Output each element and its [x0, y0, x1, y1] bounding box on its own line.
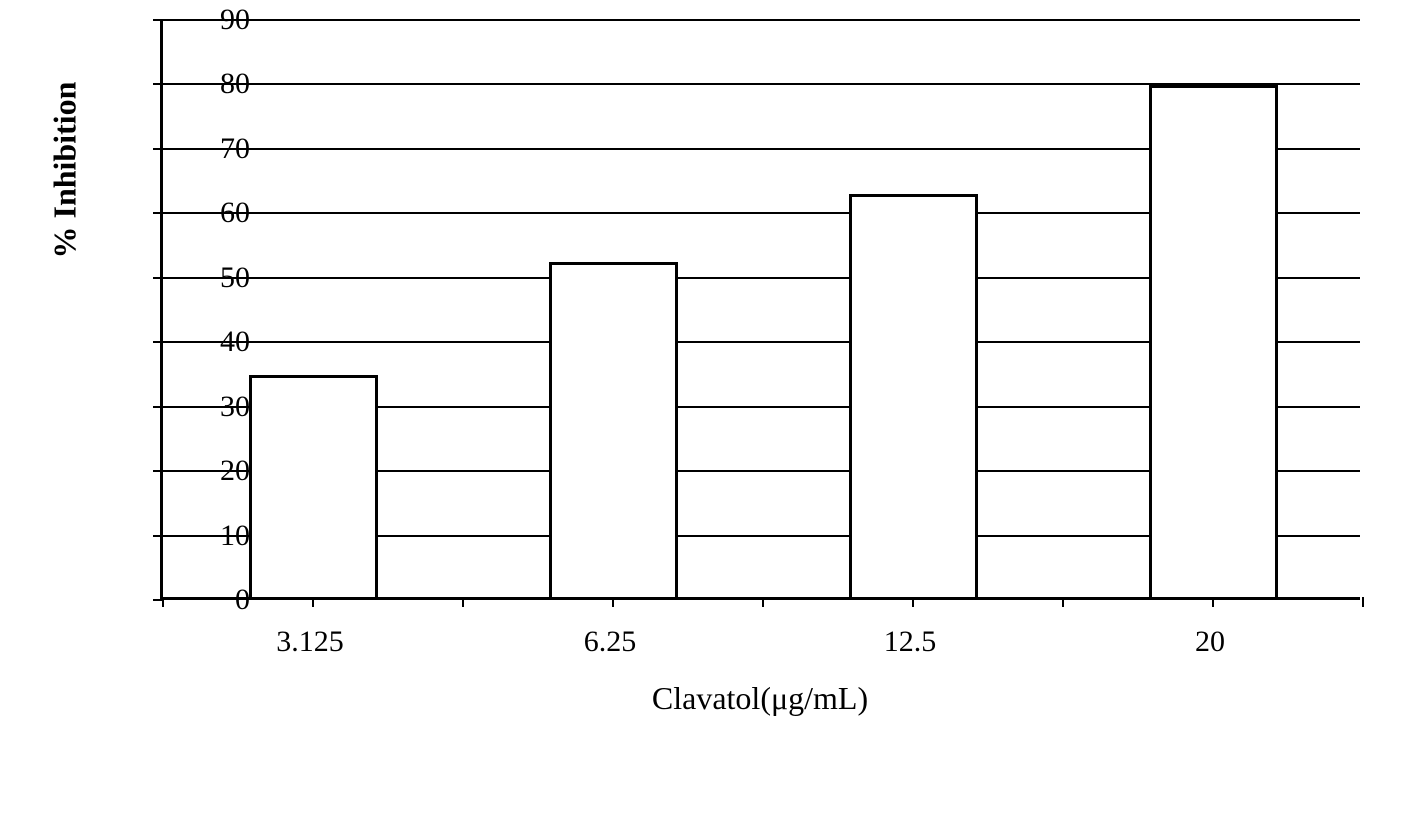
y-tick-mark	[153, 83, 163, 85]
y-tick-mark	[153, 212, 163, 214]
x-tick-label: 20	[1195, 625, 1225, 659]
x-tick-mark	[162, 597, 164, 607]
y-tick-label: 80	[190, 69, 250, 99]
gridline	[163, 19, 1360, 21]
y-tick-mark	[153, 535, 163, 537]
y-tick-label: 70	[190, 134, 250, 164]
y-tick-mark	[153, 19, 163, 21]
x-tick-label: 6.25	[584, 625, 637, 659]
y-tick-mark	[153, 277, 163, 279]
bar	[849, 194, 978, 597]
x-tick-mark	[612, 597, 614, 607]
x-tick-mark	[912, 597, 914, 607]
x-tick-mark	[1062, 597, 1064, 607]
y-tick-mark	[153, 341, 163, 343]
x-tick-mark	[1362, 597, 1364, 607]
x-tick-mark	[312, 597, 314, 607]
y-tick-label: 90	[190, 5, 250, 35]
x-tick-label: 3.125	[276, 625, 344, 659]
y-tick-label: 50	[190, 263, 250, 293]
y-tick-label: 10	[190, 521, 250, 551]
x-tick-label: 12.5	[884, 625, 937, 659]
y-tick-label: 40	[190, 327, 250, 357]
plot-area	[160, 20, 1360, 600]
bar	[549, 262, 678, 597]
x-tick-mark	[762, 597, 764, 607]
y-tick-label: 30	[190, 392, 250, 422]
y-tick-label: 20	[190, 456, 250, 486]
y-tick-label: 60	[190, 198, 250, 228]
x-tick-mark	[1212, 597, 1214, 607]
y-tick-mark	[153, 148, 163, 150]
y-tick-mark	[153, 406, 163, 408]
y-tick-mark	[153, 470, 163, 472]
chart-container: % Inhibition Clavatol(μg/mL) 01020304050…	[85, 10, 1385, 800]
x-axis-title: Clavatol(μg/mL)	[85, 680, 1407, 717]
y-axis-title: % Inhibition	[47, 82, 84, 259]
x-tick-mark	[462, 597, 464, 607]
bar	[1149, 85, 1278, 597]
y-tick-label: 0	[190, 585, 250, 615]
bar	[249, 375, 378, 597]
